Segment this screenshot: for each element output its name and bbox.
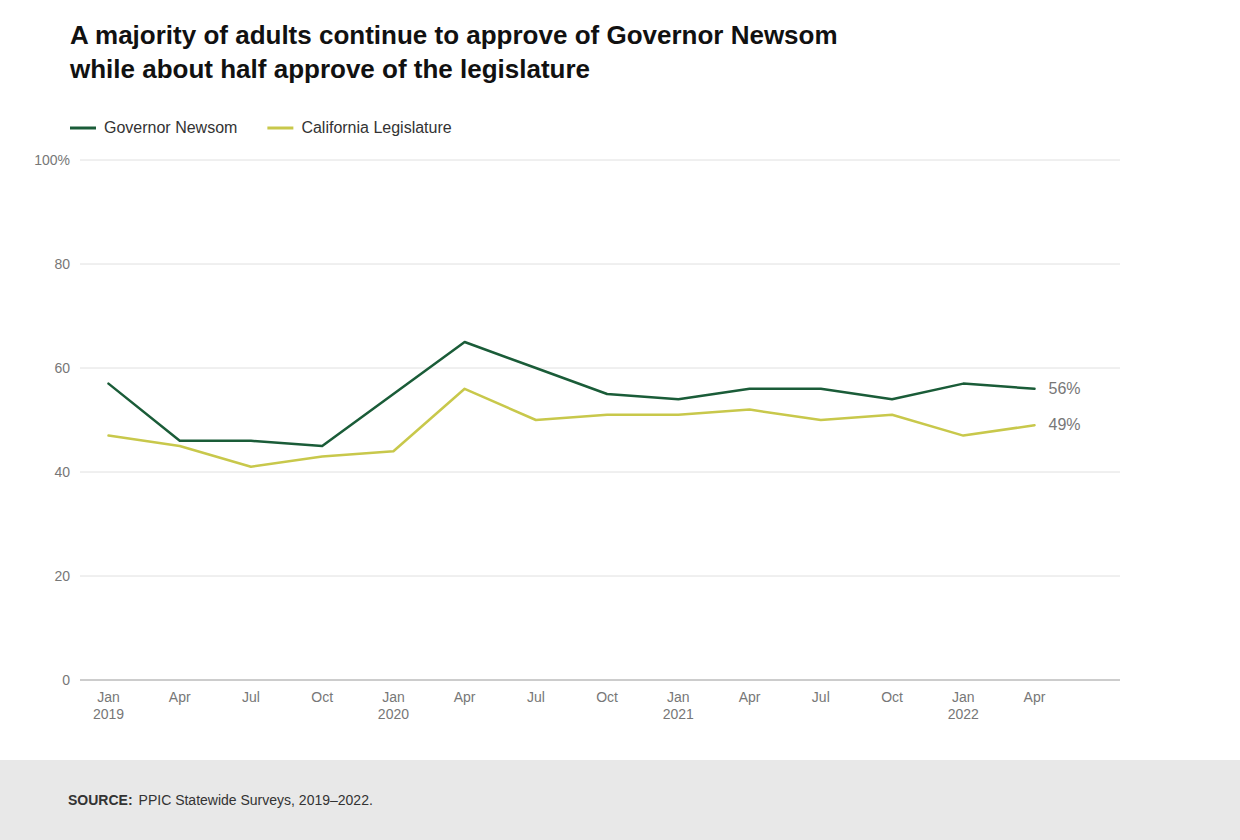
chart-svg: A majority of adults continue to approve… <box>0 0 1240 840</box>
y-tick-label: 80 <box>54 256 70 272</box>
chart-container: A majority of adults continue to approve… <box>0 0 1240 840</box>
x-tick-label: Jul <box>527 689 545 705</box>
x-tick-label: Jan2020 <box>378 689 409 722</box>
x-tick-label: Apr <box>739 689 761 705</box>
footer-background <box>0 760 1240 840</box>
x-tick-label: Apr <box>169 689 191 705</box>
x-tick-label: Oct <box>596 689 618 705</box>
grid-line <box>80 472 1120 473</box>
legend-swatch <box>70 127 96 130</box>
x-tick-label: Jan2021 <box>663 689 694 722</box>
legend-swatch <box>267 127 293 130</box>
y-tick-label: 100% <box>34 152 70 168</box>
grid-line <box>80 576 1120 577</box>
lines <box>108 342 1034 467</box>
y-tick-label: 20 <box>54 568 70 584</box>
x-axis-line <box>80 680 1120 681</box>
series-line <box>108 342 1034 446</box>
x-tick-label: Oct <box>311 689 333 705</box>
legend: Governor Newsom California Legislature <box>70 119 452 136</box>
source-text: PPIC Statewide Surveys, 2019–2022. <box>139 792 373 808</box>
y-tick-label: 0 <box>62 672 70 688</box>
x-tick-label: Apr <box>454 689 476 705</box>
grid-line <box>80 160 1120 161</box>
source-label: SOURCE: <box>68 792 133 808</box>
grid-line <box>80 368 1120 369</box>
y-tick-label: 60 <box>54 360 70 376</box>
series-line <box>108 389 1034 467</box>
grid <box>80 160 1120 680</box>
legend-label: Governor Newsom <box>104 119 237 136</box>
grid-line <box>80 264 1120 265</box>
x-tick-label: Oct <box>881 689 903 705</box>
x-tick-label: Jan2019 <box>93 689 124 722</box>
end-label: 49% <box>1049 416 1081 433</box>
grid-line <box>80 680 1120 681</box>
x-tick-label: Jan2022 <box>948 689 979 722</box>
x-tick-label: Apr <box>1024 689 1046 705</box>
end-label: 56% <box>1049 380 1081 397</box>
y-tick-label: 40 <box>54 464 70 480</box>
x-tick-label: Jul <box>812 689 830 705</box>
legend-label: California Legislature <box>301 119 451 136</box>
x-tick-label: Jul <box>242 689 260 705</box>
title: A majority of adults continue to approve… <box>69 20 838 84</box>
